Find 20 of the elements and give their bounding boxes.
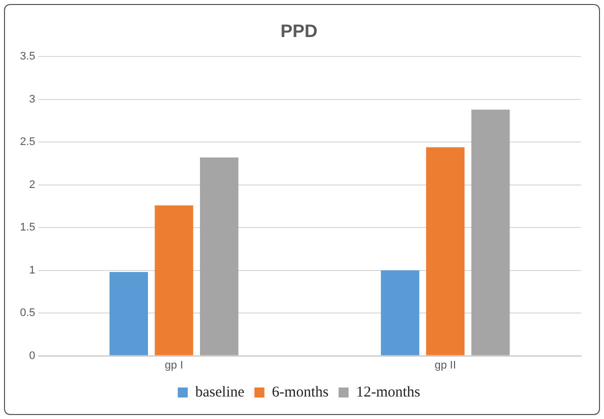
bar	[110, 272, 148, 356]
y-tick-label: 2	[29, 178, 36, 191]
bar	[471, 110, 510, 356]
y-tick-label: 1	[29, 264, 36, 276]
y-tick-label: 3	[29, 93, 36, 106]
bar	[426, 147, 465, 356]
legend-label: 12-months	[356, 384, 420, 400]
bar	[380, 270, 420, 356]
legend-label: baseline	[195, 384, 245, 400]
y-tick-label: 0.5	[20, 307, 36, 320]
y-tick-label: 1.5	[20, 222, 36, 234]
legend-label: 6-months	[272, 384, 329, 400]
x-tick-label: gp I	[164, 359, 184, 372]
y-tick-label: 3.5	[20, 50, 36, 63]
x-tick-label: gp II	[434, 359, 456, 372]
y-tick-label: 2.5	[20, 136, 36, 148]
bar	[154, 205, 194, 356]
y-tick-label: 0	[29, 350, 36, 362]
bar	[200, 157, 238, 356]
chart-title: PPD	[280, 20, 318, 41]
